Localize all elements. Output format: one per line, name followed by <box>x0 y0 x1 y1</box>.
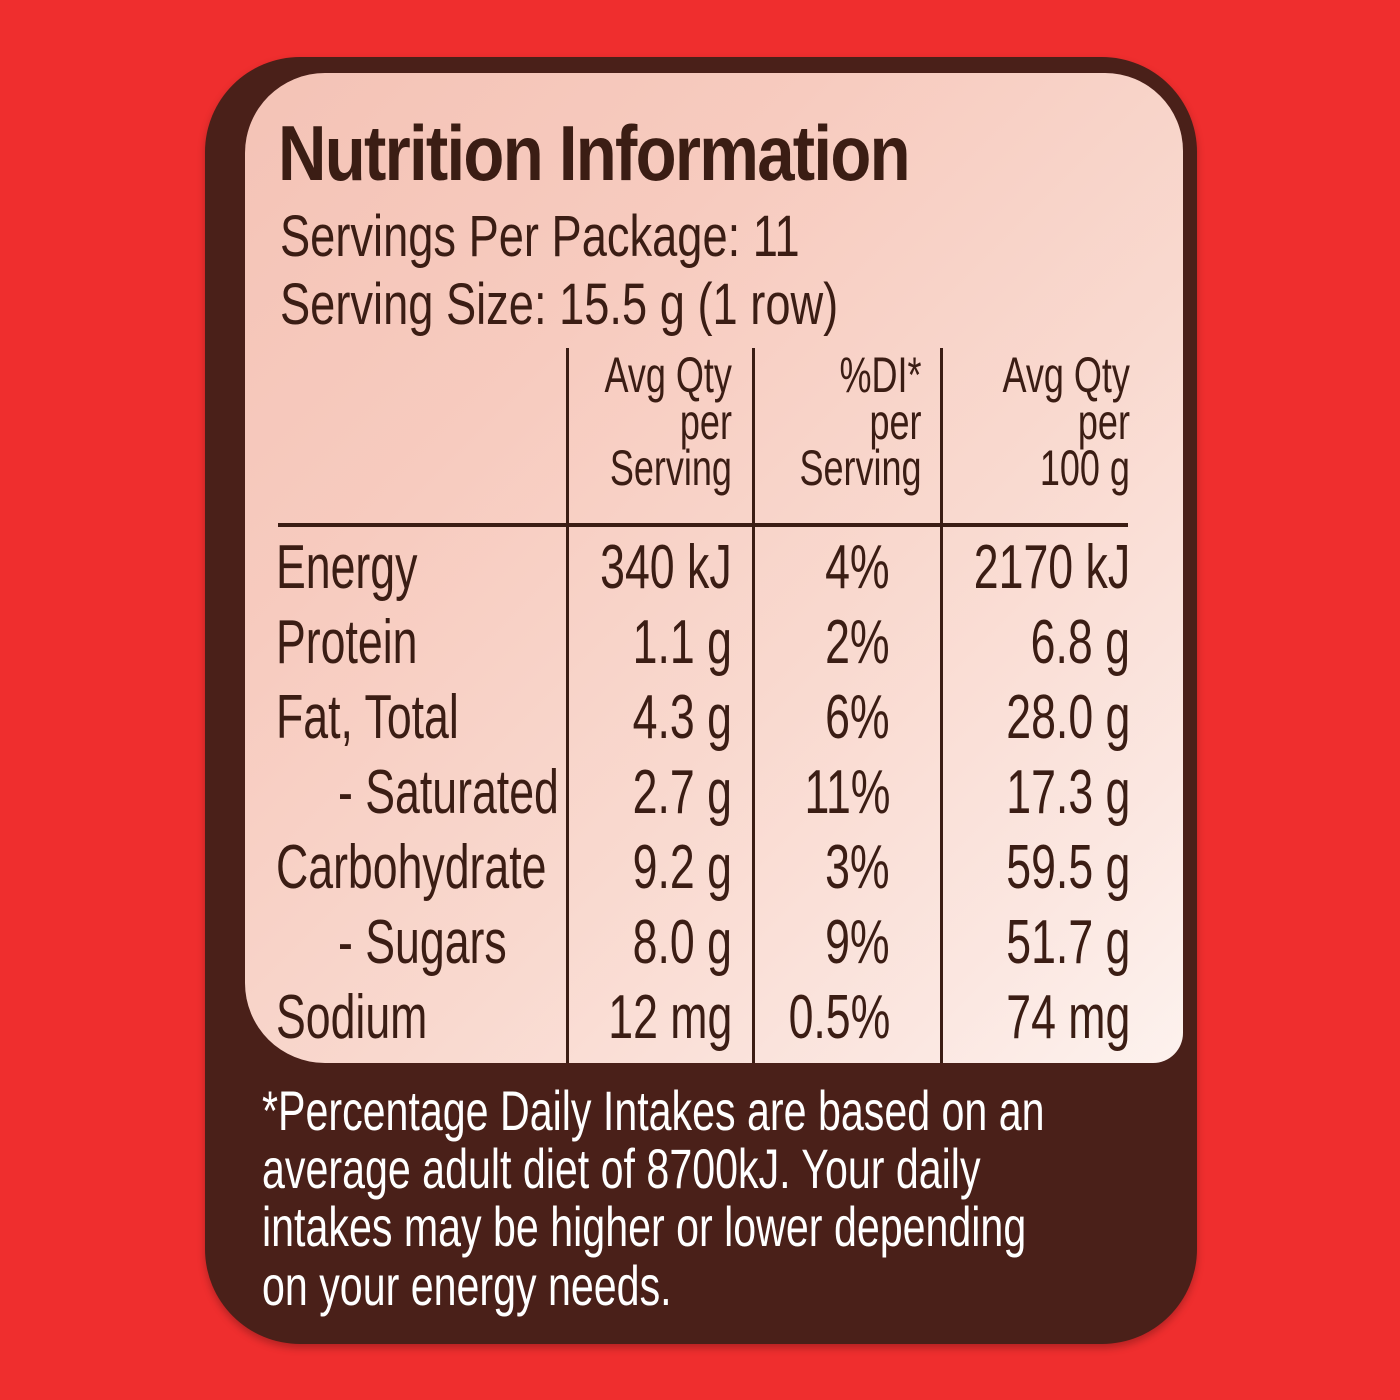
per-100g-value: 59.5 g <box>1005 833 1130 902</box>
panel-title: Nutrition Information <box>278 109 911 197</box>
column-header-line: per <box>869 393 922 450</box>
column-header-line: Serving <box>799 440 922 496</box>
nutrient-row-energy: Energy 340 kJ 4% 2170 kJ <box>0 537 1400 611</box>
column-header-line: Serving <box>609 440 732 496</box>
per-serving-value: 4.3 g <box>632 683 732 752</box>
di-value: 0.5% <box>788 983 890 1052</box>
di-value: 9% <box>825 908 890 977</box>
nutrient-row-protein: Protein 1.1 g 2% 6.8 g <box>0 612 1400 686</box>
servings-per-package: Servings Per Package: 11 <box>280 204 800 269</box>
nutrient-name: Energy <box>276 533 418 602</box>
per-100g-value: 6.8 g <box>1030 608 1130 677</box>
serving-size: Serving Size: 15.5 g (1 row) <box>280 272 839 337</box>
nutrient-name: Carbohydrate <box>276 833 547 902</box>
per-serving-value: 8.0 g <box>632 908 732 977</box>
nutrient-row-carbohydrate: Carbohydrate 9.2 g 3% 59.5 g <box>0 837 1400 911</box>
nutrient-name: - Saturated <box>338 758 559 827</box>
per-100g-value: 51.7 g <box>1005 908 1130 977</box>
nutrient-row-sodium: Sodium 12 mg 0.5% 74 mg <box>0 987 1400 1061</box>
column-header-per-100g: Avg Qty per 100 g <box>1002 347 1130 496</box>
per-serving-value: 9.2 g <box>632 833 732 902</box>
header-rule <box>278 523 1128 527</box>
per-serving-value: 340 kJ <box>600 533 732 602</box>
nutrient-name: Fat, Total <box>276 683 459 752</box>
column-header-line: %DI* <box>839 347 922 403</box>
per-serving-value: 1.1 g <box>632 608 732 677</box>
per-serving-value: 12 mg <box>607 983 732 1052</box>
nutrient-name: - Sugars <box>338 908 507 977</box>
di-value: 6% <box>825 683 890 752</box>
di-value: 2% <box>825 608 890 677</box>
nutrition-panel-background <box>245 73 1183 1063</box>
per-100g-value: 74 mg <box>1005 983 1130 1052</box>
di-value: 3% <box>825 833 890 902</box>
per-100g-value: 28.0 g <box>1005 683 1130 752</box>
footnote-line: on your energy needs. <box>262 1253 672 1317</box>
per-100g-value: 17.3 g <box>1005 758 1130 827</box>
column-divider <box>752 348 755 1063</box>
column-header-per-serving: Avg Qty per Serving <box>604 347 732 496</box>
footnote-line: *Percentage Daily Intakes are based on a… <box>262 1079 1045 1142</box>
column-divider <box>566 348 569 1063</box>
footnote-line: intakes may be higher or lower depending <box>262 1195 1027 1259</box>
nutrient-row-fat-total: Fat, Total 4.3 g 6% 28.0 g <box>0 687 1400 761</box>
nutrient-row-sugars: - Sugars 8.0 g 9% 51.7 g <box>0 912 1400 986</box>
footnote: *Percentage Daily Intakes are based on a… <box>262 1079 1144 1317</box>
nutrient-name: Protein <box>276 608 418 677</box>
column-divider <box>940 348 943 1063</box>
column-header-line: per <box>1077 393 1130 450</box>
nutrient-name: Sodium <box>276 983 428 1052</box>
column-header-line: Avg Qty <box>1002 347 1130 403</box>
di-value: 4% <box>825 533 890 602</box>
column-header-di: %DI* per Serving <box>799 347 922 496</box>
column-header-line: 100 g <box>1039 440 1130 496</box>
per-serving-value: 2.7 g <box>632 758 732 827</box>
di-value: 11% <box>803 758 890 827</box>
nutrient-row-saturated: - Saturated 2.7 g 11% 17.3 g <box>0 762 1400 836</box>
column-header-line: per <box>679 393 732 450</box>
column-header-line: Avg Qty <box>604 347 732 403</box>
footnote-line: average adult diet of 8700kJ. Your daily <box>262 1137 981 1201</box>
per-100g-value: 2170 kJ <box>973 533 1130 602</box>
